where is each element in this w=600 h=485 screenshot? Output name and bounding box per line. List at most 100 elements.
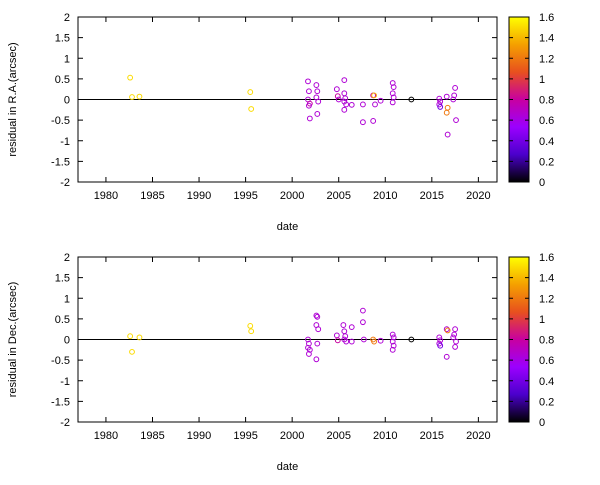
data-point: [343, 101, 350, 108]
data-point: [389, 331, 396, 338]
y-tick-label: 0: [64, 335, 70, 347]
data-point: [389, 90, 396, 97]
colorbar-tick-label: 0.2: [539, 396, 554, 408]
data-point: [306, 351, 312, 357]
data-point: [389, 338, 396, 345]
x-tick-label: 1995: [233, 190, 257, 202]
x-tick-label: 2015: [420, 430, 444, 442]
colorbar-tick-label: 1.2: [539, 53, 554, 65]
data-point: [340, 322, 347, 328]
data-point: [360, 119, 366, 126]
data-point: [390, 84, 397, 91]
colorbar-tick-label: 0.6: [539, 355, 554, 367]
data-point: [360, 101, 366, 108]
data-point: [443, 326, 450, 333]
data-point: [305, 78, 311, 85]
data-point: [314, 313, 321, 320]
data-point: [313, 82, 320, 88]
data-point: [306, 340, 312, 347]
x-tick-label: 1980: [94, 190, 118, 202]
data-point: [444, 131, 451, 138]
y-tick-label: 2: [64, 252, 70, 264]
data-point: [437, 337, 444, 344]
y-tick-label: -1: [60, 136, 70, 148]
colorbar-tick-label: 1.4: [539, 273, 554, 285]
data-point: [360, 307, 366, 314]
data-point: [389, 346, 396, 353]
y-tick-label: -0.5: [51, 115, 70, 127]
data-point: [452, 326, 459, 333]
x-tick-label: 2005: [326, 190, 350, 202]
x-tick-label: 2005: [326, 430, 350, 442]
data-point: [348, 324, 355, 331]
data-point: [408, 96, 415, 103]
y-tick-label: -0.5: [51, 355, 70, 367]
data-point: [248, 106, 255, 112]
data-point: [313, 356, 320, 363]
x-axis-label: date: [277, 221, 298, 233]
y-tick-label: 1: [64, 53, 70, 65]
data-point: [315, 326, 322, 333]
colorbar-tick-label: 0.6: [539, 115, 554, 127]
data-point: [341, 90, 348, 97]
y-tick-label: -1.5: [51, 156, 70, 168]
y-tick-label: -2: [60, 417, 70, 429]
data-point: [314, 111, 321, 117]
data-point: [247, 322, 254, 329]
data-point: [444, 104, 451, 111]
data-point: [452, 85, 459, 91]
data-point: [453, 338, 459, 345]
y-tick-label: 1.5: [55, 33, 70, 45]
data-point: [341, 98, 348, 105]
data-point: [334, 337, 341, 344]
y-axis-label: residual in R.A.(arcsec): [7, 42, 19, 156]
data-point: [341, 106, 348, 113]
data-point: [136, 334, 143, 341]
chart-panel-1: 1980 1985 1990 1995 2000 2005 2010 2015 2020 2 1.5…: [7, 12, 554, 233]
data-point: [314, 88, 321, 95]
data-point: [127, 333, 134, 340]
data-point: [306, 102, 312, 109]
data-point: [372, 101, 378, 108]
data-point: [436, 95, 443, 102]
data-point: [360, 336, 367, 343]
data-point: [436, 334, 443, 341]
data-point: [389, 80, 396, 86]
colorbar-tick-label: 0.4: [539, 136, 554, 148]
data-point: [390, 334, 397, 341]
data-point: [342, 333, 349, 340]
colorbar-tick-label: 0: [539, 417, 545, 429]
y-tick-label: -1.5: [51, 396, 70, 408]
data-point: [389, 99, 396, 106]
colorbar-tick-label: 0: [539, 177, 545, 189]
x-tick-label: 2010: [373, 190, 397, 202]
data-point: [437, 104, 444, 110]
colorbar-tick-label: 1: [539, 314, 545, 326]
data-point: [451, 92, 458, 99]
data-point: [377, 97, 384, 104]
data-point: [453, 117, 459, 124]
y-axis-label: residual in Dec.(arcsec): [7, 282, 19, 398]
colorbar-tick-label: 1.4: [539, 33, 554, 45]
data-point: [127, 74, 134, 81]
y-tick-label: -2: [60, 177, 70, 189]
data-point: [443, 109, 450, 116]
data-point: [360, 319, 366, 326]
data-point: [341, 328, 348, 335]
y-tick-label: -1: [60, 376, 70, 388]
data-point: [315, 98, 322, 105]
data-point: [370, 118, 377, 124]
data-point: [333, 332, 340, 339]
data-point: [335, 96, 342, 103]
x-tick-label: 1985: [140, 430, 164, 442]
x-tick-label: 1990: [187, 430, 211, 442]
y-tick-label: 2: [64, 12, 70, 24]
data-point: [333, 86, 340, 93]
data-point: [450, 334, 457, 341]
data-point: [451, 331, 458, 338]
colorbar-tick-label: 1.6: [539, 12, 554, 24]
data-point: [408, 336, 415, 343]
y-tick-label: 0.5: [55, 314, 70, 326]
